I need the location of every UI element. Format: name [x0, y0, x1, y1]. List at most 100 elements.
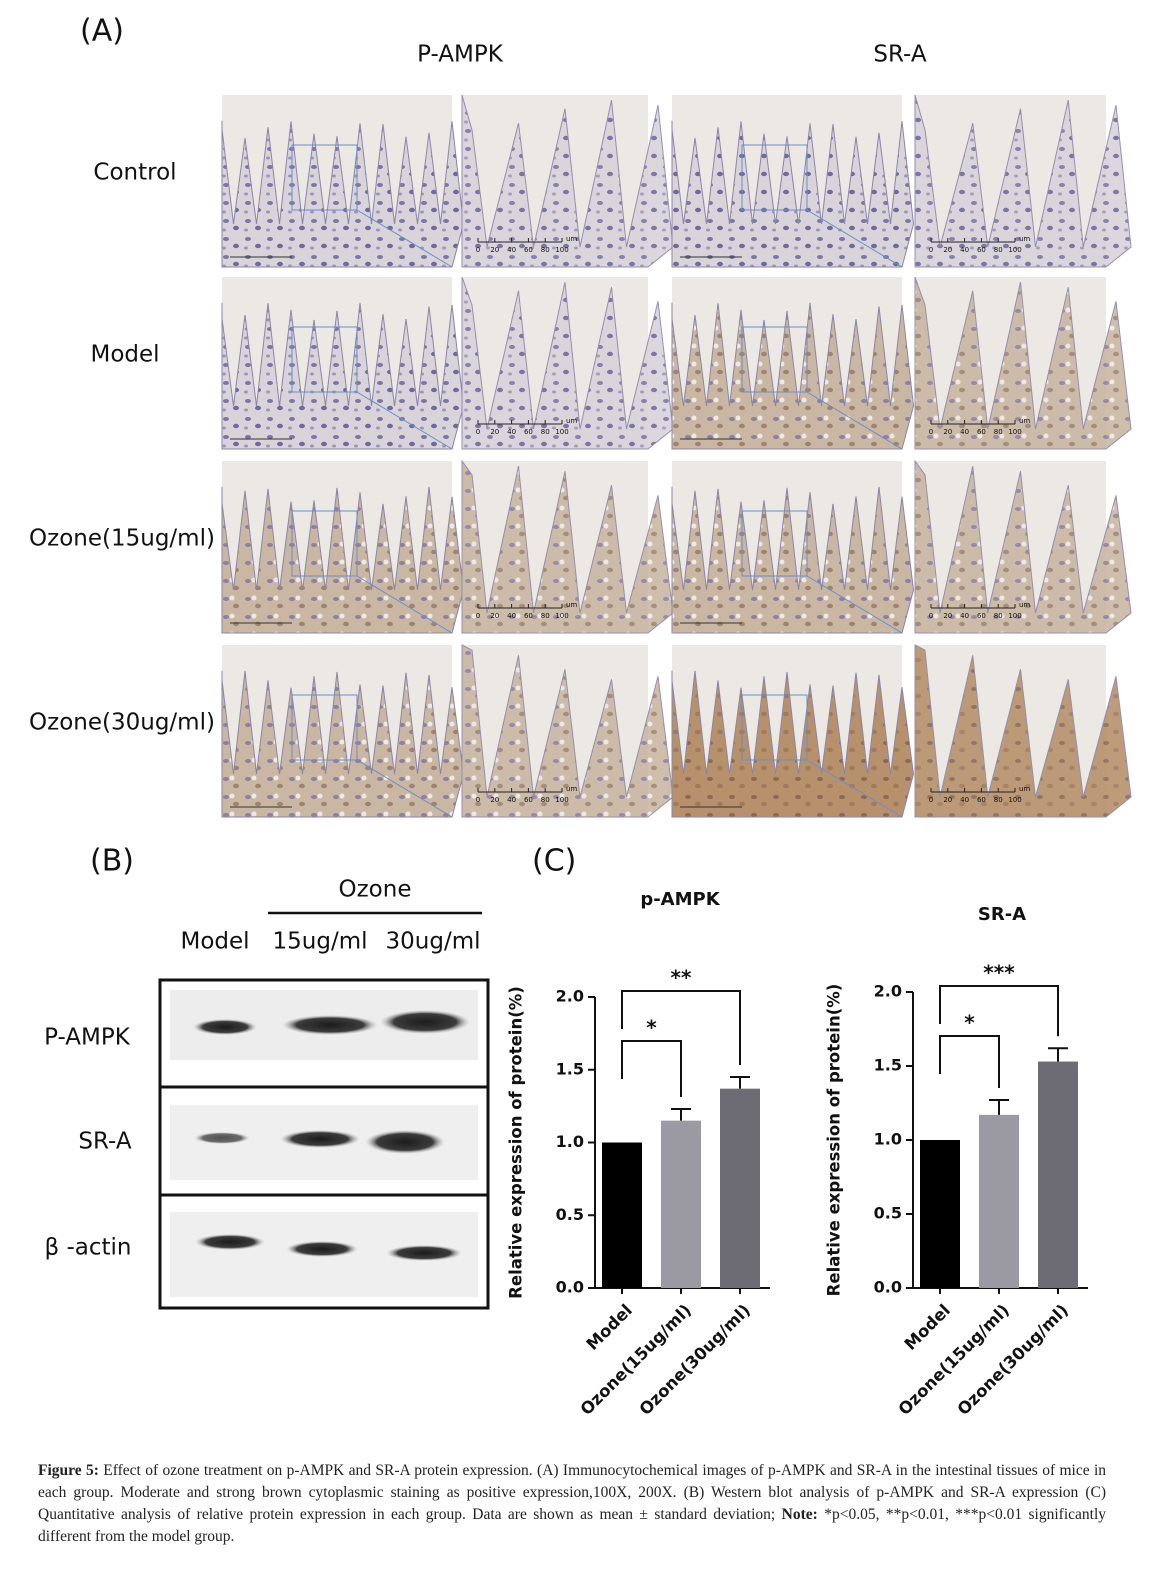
- lane-label: 30ug/ml: [386, 929, 481, 955]
- scale-tick-label: 80: [994, 246, 1003, 254]
- scale-tick-label: 20: [490, 796, 499, 804]
- scale-unit: um: [1019, 601, 1030, 609]
- y-tick-label: 0.5: [556, 1205, 584, 1224]
- zoom-line: [356, 575, 453, 634]
- scale-tick-label: 100: [1008, 246, 1021, 254]
- tissue: [671, 486, 915, 634]
- y-tick-label: 2.0: [556, 987, 584, 1006]
- tissue: [914, 644, 1132, 818]
- chart-title: SR-A: [978, 904, 1026, 925]
- scale-tick-label: 0: [929, 246, 933, 254]
- band: [193, 1019, 257, 1035]
- zoom-box: [291, 510, 358, 577]
- scale-tick-label: 40: [960, 428, 969, 436]
- tissue: [671, 302, 915, 450]
- scale-tick-label: 40: [507, 612, 516, 620]
- tissue: [461, 459, 674, 634]
- scale-tick-label: 60: [524, 246, 533, 254]
- row-label: Ozone(15ug/ml): [29, 526, 215, 552]
- scale-unit: um: [1019, 785, 1030, 793]
- x-tick-label: Model: [583, 1301, 636, 1354]
- scale-tick-label: 80: [541, 612, 550, 620]
- bar: [920, 1140, 960, 1288]
- x-tick-label: Model: [901, 1301, 954, 1354]
- scale-tick-label: 80: [994, 796, 1003, 804]
- scale-tick-label: 20: [943, 796, 952, 804]
- y-tick-label: 1.5: [556, 1059, 584, 1078]
- tissue: [221, 120, 465, 268]
- scale-unit: um: [566, 417, 577, 425]
- tissue: [914, 276, 1132, 450]
- zoom-box: [741, 144, 808, 211]
- tissue: [221, 302, 465, 450]
- scale-tick-label: 100: [1008, 428, 1021, 436]
- band: [380, 1010, 470, 1034]
- band: [286, 1241, 358, 1257]
- zoom-box: [741, 510, 808, 577]
- row-label: Ozone(30ug/ml): [29, 710, 215, 736]
- scale-tick-label: 20: [490, 612, 499, 620]
- y-tick-label: 1.0: [556, 1132, 584, 1151]
- tissue: [671, 670, 915, 818]
- significance-bracket: [621, 1040, 682, 1098]
- scale-tick-label: 0: [476, 612, 480, 620]
- significance-bracket: [621, 990, 741, 1066]
- bar: [602, 1142, 642, 1288]
- x-tick-label: Ozone(15ug/ml): [577, 1301, 695, 1419]
- zoom-line: [806, 209, 903, 268]
- scale-tick-label: 60: [524, 428, 533, 436]
- tissue: [671, 120, 915, 268]
- x-tick-label: Ozone(30ug/ml): [636, 1301, 754, 1419]
- blot-frame: [158, 978, 490, 1310]
- panel-label: (C): [532, 844, 576, 879]
- tissue: [221, 486, 465, 634]
- zoom-line: [806, 391, 903, 450]
- panel-label: (A): [80, 14, 124, 49]
- scale-tick-label: 20: [943, 246, 952, 254]
- scale-tick-label: 0: [929, 796, 933, 804]
- scale-tick-label: 40: [507, 246, 516, 254]
- group-label: Ozone: [339, 877, 412, 903]
- scale-tick-label: 60: [977, 428, 986, 436]
- note-text: *p<0.05, **p<0.01, ***p<0.01 significant…: [38, 1506, 1107, 1545]
- y-tick-label: 0.5: [874, 1204, 902, 1223]
- caption-text: Effect of ozone treatment on p-AMPK and …: [38, 1462, 1107, 1523]
- scale-tick-label: 40: [960, 612, 969, 620]
- y-tick-label: 1.5: [874, 1056, 902, 1075]
- lane-label: Model: [180, 929, 249, 955]
- y-tick-label: 1.0: [874, 1130, 902, 1149]
- scale-tick-label: 80: [994, 612, 1003, 620]
- bar: [720, 1088, 760, 1288]
- scale-tick-label: 100: [1008, 612, 1021, 620]
- scale-tick-label: 100: [555, 428, 568, 436]
- significance-label: **: [671, 966, 692, 990]
- scale-tick-label: 60: [977, 612, 986, 620]
- significance-label: *: [646, 1016, 657, 1040]
- zoom-line: [356, 759, 453, 818]
- scale-tick-label: 40: [507, 796, 516, 804]
- scale-tick-label: 20: [943, 428, 952, 436]
- bar: [661, 1120, 701, 1288]
- tissue: [914, 459, 1132, 634]
- zoom-line: [806, 759, 903, 818]
- column-header: SR-A: [873, 42, 926, 68]
- figure: (A) P-AMPK SR-A Control 0 20 40 60 80 100 um 0 20…: [29, 14, 1132, 1419]
- scale-unit: um: [566, 601, 577, 609]
- scale-tick-label: 80: [994, 428, 1003, 436]
- scale-unit: um: [1019, 417, 1030, 425]
- blot-bands: [193, 1010, 470, 1261]
- zoom-box: [741, 326, 808, 393]
- significance-label: ***: [983, 961, 1015, 985]
- bar: [979, 1114, 1019, 1288]
- error-bar: [989, 1099, 1009, 1115]
- band: [386, 1245, 462, 1261]
- panel-label: (B): [90, 844, 134, 879]
- scale-tick-label: 0: [476, 246, 480, 254]
- error-bar: [671, 1108, 691, 1121]
- note-label: Note:: [781, 1506, 818, 1523]
- scale-unit: um: [566, 235, 577, 243]
- scale-tick-label: 40: [960, 246, 969, 254]
- scale-tick-label: 0: [476, 428, 480, 436]
- scale-tick-label: 80: [541, 428, 550, 436]
